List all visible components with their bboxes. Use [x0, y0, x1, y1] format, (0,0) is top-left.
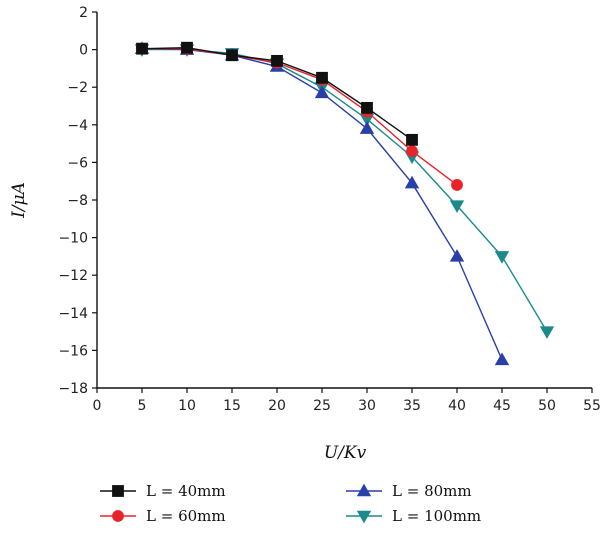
- data-point: [181, 41, 193, 54]
- y-tick-label: −16: [58, 343, 88, 359]
- y-tick-label: −18: [58, 381, 88, 397]
- y-tick-label: −8: [67, 193, 88, 209]
- data-point: [449, 249, 465, 262]
- legend-item: L = 60mm: [100, 507, 226, 525]
- y-tick-label: 2: [79, 5, 88, 21]
- data-point: [406, 133, 418, 146]
- series-0: [136, 41, 418, 146]
- ticks: 0 5 10 15 20 25 30 35 40 45 50 5520−2−4−6−8−10−12−1…: [58, 5, 600, 414]
- y-tick-label: −2: [67, 80, 88, 96]
- data-point: [539, 326, 555, 339]
- legend-marker: [112, 485, 124, 497]
- axes: [96, 12, 592, 389]
- x-tick-label: 5: [138, 398, 147, 414]
- x-tick-label: 10: [178, 398, 196, 414]
- x-tick-label: 45: [493, 398, 511, 414]
- x-tick-label: 0: [93, 398, 102, 414]
- legend-marker: [112, 510, 124, 522]
- legend: L = 40mm L = 60mm L = 80mm L = 100mm: [100, 482, 481, 525]
- y-tick-label: −14: [58, 306, 88, 322]
- series-line: [142, 47, 458, 186]
- y-tick-label: −10: [58, 231, 88, 247]
- data-point: [226, 49, 238, 62]
- data-point: [136, 42, 148, 55]
- data-point: [316, 71, 328, 84]
- x-axis-title: U/Kv: [324, 443, 367, 463]
- legend-label: L = 100mm: [392, 507, 481, 525]
- data-point: [361, 101, 373, 114]
- legend-item: L = 80mm: [346, 482, 472, 500]
- data-point: [494, 352, 510, 366]
- x-tick-label: 35: [403, 398, 421, 414]
- data-point: [449, 200, 465, 213]
- data-point: [451, 179, 463, 191]
- legend-marker: [356, 510, 372, 524]
- legend-label: L = 60mm: [146, 507, 226, 525]
- y-tick-label: −4: [67, 118, 88, 134]
- x-tick-label: 25: [313, 398, 331, 414]
- y-tick-label: −12: [58, 268, 88, 284]
- data-point: [314, 85, 330, 99]
- y-axis-title: I/μA: [9, 182, 29, 219]
- legend-item: L = 100mm: [346, 507, 481, 525]
- data-point: [271, 54, 283, 67]
- x-tick-label: 50: [538, 398, 556, 414]
- series-3: [134, 44, 555, 339]
- legend-label: L = 40mm: [146, 482, 226, 500]
- series-1: [136, 42, 463, 191]
- x-tick-label: 20: [268, 398, 286, 414]
- legend-item: L = 40mm: [100, 482, 226, 500]
- x-tick-label: 15: [223, 398, 241, 414]
- series-line: [142, 48, 548, 332]
- data-point: [494, 251, 510, 264]
- legend-marker: [356, 483, 372, 497]
- data-point: [406, 145, 418, 158]
- series-layer: [134, 41, 555, 366]
- y-tick-label: −6: [67, 155, 88, 171]
- y-tick-label: 0: [79, 43, 88, 59]
- x-tick-label: 40: [448, 398, 466, 414]
- legend-label: L = 80mm: [392, 482, 472, 500]
- data-point: [404, 175, 420, 189]
- x-tick-label: 55: [583, 398, 600, 414]
- x-tick-label: 30: [358, 398, 376, 414]
- data-point: [359, 121, 375, 134]
